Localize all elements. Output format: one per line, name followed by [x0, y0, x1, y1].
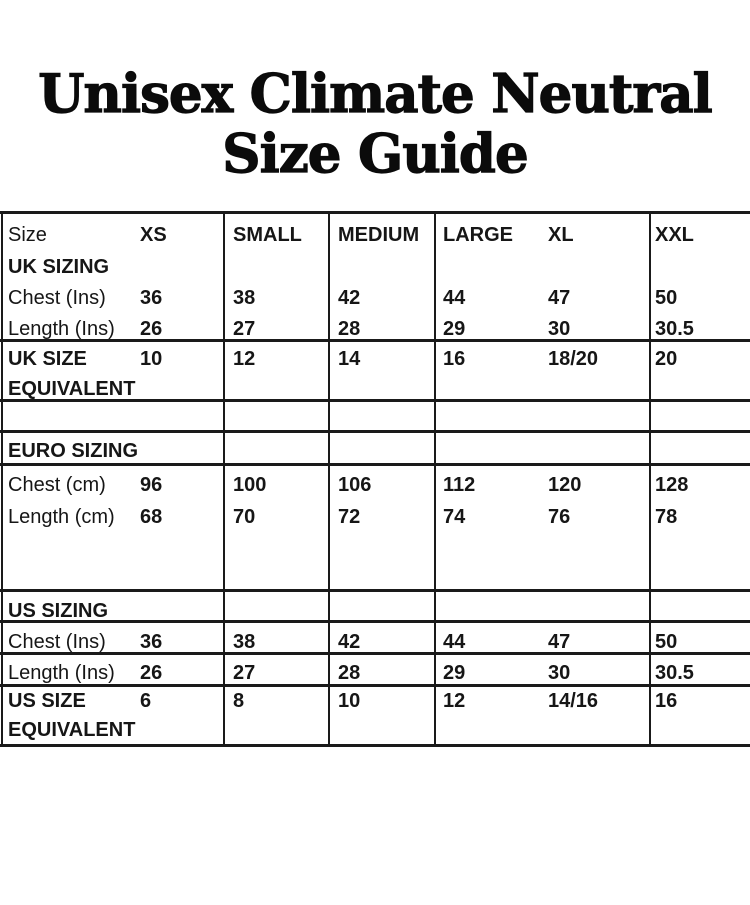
header-large: LARGE [443, 224, 513, 246]
us-chest-xs: 36 [140, 631, 163, 653]
uk-sizing-section-row: UK SIZING [0, 252, 750, 282]
us-eq-xs: 6 [140, 690, 152, 712]
grid-line [0, 463, 750, 466]
uk-chest-small: 38 [233, 287, 256, 309]
uk-sizing-title: UK SIZING [8, 256, 110, 278]
us-length-large: 29 [443, 662, 466, 684]
us-chest-xxl: 50 [655, 631, 678, 653]
euro-sizing-title: EURO SIZING [8, 440, 139, 462]
us-eq-large: 12 [443, 690, 466, 712]
row-label: Chest (Ins) [8, 287, 106, 309]
header-xl: XL [548, 224, 574, 246]
us-length-xs: 26 [140, 662, 163, 684]
us-eq-small: 8 [233, 690, 245, 712]
euro-sizing-section-row: EURO SIZING [0, 436, 750, 466]
uk-length-xxl: 30.5 [655, 318, 694, 340]
grid-line [223, 211, 225, 747]
euro-chest-large: 112 [443, 474, 476, 496]
euro-chest-xxl: 128 [655, 474, 689, 496]
uk-length-large: 29 [443, 318, 466, 340]
uk-eq-xs: 10 [140, 348, 163, 370]
row-label: US SIZE EQUIVALENT [8, 690, 136, 741]
row-label: Length (cm) [8, 506, 115, 528]
uk-eq-medium: 14 [338, 348, 361, 370]
header-medium: MEDIUM [338, 224, 420, 246]
us-length-xl: 30 [548, 662, 571, 684]
us-equivalent-row: US SIZE EQUIVALENT 6 8 10 12 14/16 16 [0, 687, 750, 749]
size-table: Size XS SMALL MEDIUM LARGE XL XXL UK SIZ… [0, 211, 750, 747]
uk-chest-xxl: 50 [655, 287, 678, 309]
euro-length-xxl: 78 [655, 506, 678, 528]
us-length-small: 27 [233, 662, 256, 684]
euro-chest-small: 100 [233, 474, 267, 496]
grid-line [0, 652, 750, 655]
uk-eq-small: 12 [233, 348, 256, 370]
grid-line-top [0, 211, 750, 214]
uk-chest-medium: 42 [338, 287, 361, 309]
grid-line [434, 211, 436, 747]
uk-eq-large: 16 [443, 348, 466, 370]
uk-chest-xs: 36 [140, 287, 163, 309]
euro-length-xs: 68 [140, 506, 163, 528]
uk-chest-row: Chest (Ins) 36 38 42 44 47 50 [0, 283, 750, 313]
uk-length-row: Length (Ins) 26 27 28 29 30 30.5 [0, 314, 750, 344]
grid-line [649, 211, 651, 747]
grid-line-left [1, 211, 3, 747]
euro-length-small: 70 [233, 506, 256, 528]
row-label: UK SIZE EQUIVALENT [8, 348, 136, 400]
euro-length-medium: 72 [338, 506, 361, 528]
page-title-line1: Unisex Climate Neutral [38, 63, 714, 125]
row-label: Length (Ins) [8, 318, 115, 340]
euro-length-xl: 76 [548, 506, 571, 528]
us-chest-medium: 42 [338, 631, 361, 653]
us-chest-large: 44 [443, 631, 466, 653]
us-chest-xl: 47 [548, 631, 571, 653]
grid-line [0, 430, 750, 433]
us-length-row: Length (Ins) 26 27 28 29 30 30.5 [0, 658, 750, 688]
grid-line [0, 620, 750, 623]
row-label: Length (Ins) [8, 662, 115, 684]
row-label: Chest (cm) [8, 474, 106, 496]
euro-chest-row: Chest (cm) 96 100 106 112 120 128 [0, 470, 750, 500]
row-label: Chest (Ins) [8, 631, 106, 653]
table-header-row: Size XS SMALL MEDIUM LARGE XL XXL [0, 220, 750, 250]
euro-length-large: 74 [443, 506, 466, 528]
euro-length-row: Length (cm) 68 70 72 74 76 78 [0, 502, 750, 532]
header-small: SMALL [233, 224, 302, 246]
us-length-medium: 28 [338, 662, 361, 684]
grid-line [328, 211, 330, 747]
header-xs: XS [140, 224, 167, 246]
uk-length-xl: 30 [548, 318, 571, 340]
uk-length-small: 27 [233, 318, 256, 340]
us-sizing-title: US SIZING [8, 600, 109, 622]
uk-eq-xxl: 20 [655, 348, 678, 370]
uk-length-xs: 26 [140, 318, 163, 340]
uk-chest-xl: 47 [548, 287, 571, 309]
header-xxl: XXL [655, 224, 694, 246]
us-eq-xl: 14/16 [548, 690, 599, 712]
uk-equivalent-row: UK SIZE EQUIVALENT 10 12 14 16 18/20 20 [0, 344, 750, 406]
grid-line [0, 684, 750, 687]
euro-chest-medium: 106 [338, 474, 372, 496]
grid-line [0, 589, 750, 592]
euro-chest-xl: 120 [548, 474, 582, 496]
page-title: Unisex Climate Neutral Size Guide [0, 63, 750, 185]
us-eq-xxl: 16 [655, 690, 678, 712]
us-chest-small: 38 [233, 631, 256, 653]
euro-chest-xs: 96 [140, 474, 163, 496]
us-sizing-section-row: US SIZING [0, 596, 750, 626]
us-chest-row: Chest (Ins) 36 38 42 44 47 50 [0, 627, 750, 657]
page-title-line2: Size Guide [222, 123, 530, 185]
grid-line [0, 399, 750, 402]
uk-length-medium: 28 [338, 318, 361, 340]
grid-line [0, 339, 750, 342]
us-length-xxl: 30.5 [655, 662, 694, 684]
uk-eq-xl: 18/20 [548, 348, 599, 370]
us-eq-medium: 10 [338, 690, 361, 712]
grid-line-bottom [0, 744, 750, 747]
uk-chest-large: 44 [443, 287, 466, 309]
header-size-label: Size [8, 224, 47, 246]
